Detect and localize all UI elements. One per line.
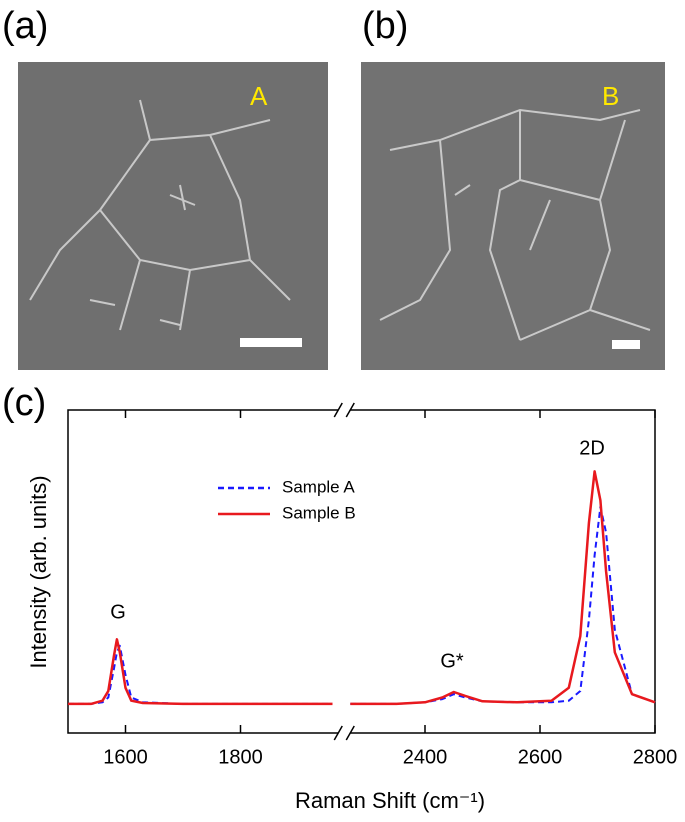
peak-label: G*	[440, 650, 464, 672]
axis-break	[333, 725, 343, 741]
x-axis-label: Raman Shift (cm⁻¹)	[295, 788, 485, 813]
panel-label: (c)	[2, 382, 46, 424]
axis-break	[345, 402, 355, 418]
legend-label: Sample A	[282, 477, 355, 496]
axis-break	[338, 407, 351, 413]
panel-label: (b)	[362, 5, 408, 47]
sem-image-a: A	[18, 62, 328, 370]
legend-label: Sample B	[282, 503, 356, 522]
x-tick-label: 2800	[633, 746, 678, 768]
peak-label: 2D	[579, 437, 605, 459]
peak-label: G	[110, 601, 126, 623]
sample-label: A	[250, 81, 268, 111]
y-axis-label: Intensity (arb. units)	[26, 475, 51, 668]
axis-break	[345, 725, 355, 741]
series-line	[68, 505, 656, 705]
axis-break	[333, 402, 343, 418]
sem-image-b: B	[361, 62, 665, 370]
x-tick-label: 2600	[518, 746, 563, 768]
x-tick-label: 1800	[218, 746, 263, 768]
panel-label: (a)	[2, 5, 48, 47]
series-line	[68, 470, 656, 706]
sample-label: B	[602, 81, 619, 111]
axis-break	[338, 730, 351, 736]
x-tick-label: 2400	[403, 746, 448, 768]
plot-frame	[67, 409, 656, 734]
x-tick-label: 1600	[103, 746, 148, 768]
